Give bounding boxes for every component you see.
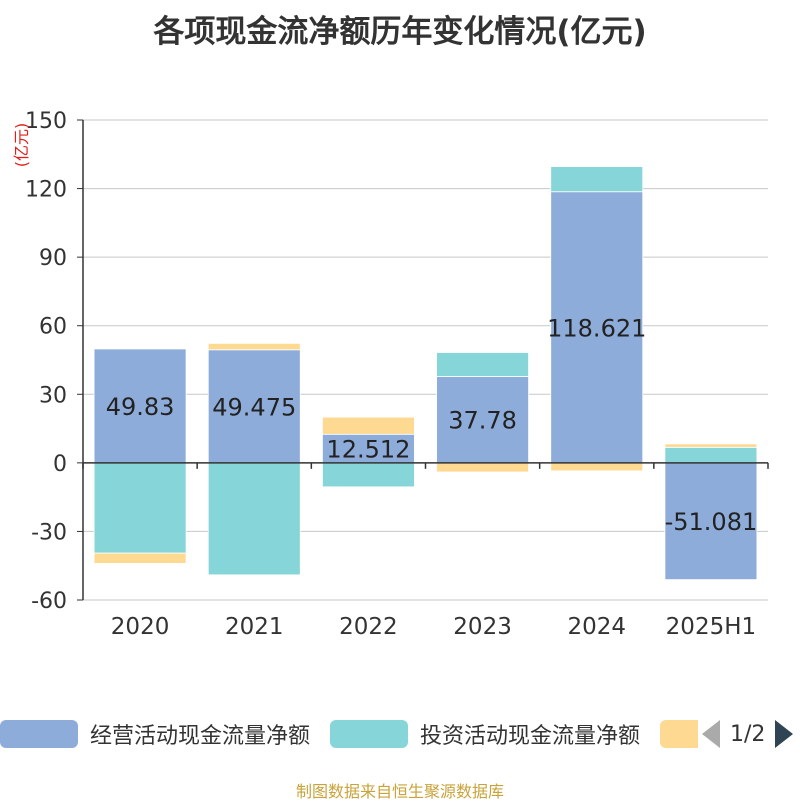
bar-2 (550, 166, 644, 193)
bar-2 (207, 462, 301, 576)
bar-2 (93, 462, 187, 554)
y-axis-label: (亿元) (12, 123, 31, 168)
source-footer: 制图数据来自恒生聚源数据库 (295, 782, 504, 801)
data-label: 49.83 (106, 393, 175, 421)
legend: 经营活动现金流量净额 投资活动现金流量净额 (0, 716, 800, 752)
x-tick-label: 2021 (225, 614, 284, 640)
y-tick-label: -60 (31, 589, 67, 614)
data-label: 12.512 (326, 436, 410, 464)
legend-label: 投资活动现金流量净额 (420, 724, 641, 749)
legend-item[interactable]: 投资活动现金流量净额 (330, 718, 640, 750)
y-tick-label: 30 (39, 383, 67, 408)
bar-3 (93, 552, 187, 564)
x-tick-label: 2020 (111, 614, 170, 640)
y-tick-label: 60 (39, 315, 67, 340)
bar-1 (664, 462, 758, 581)
bar-3 (322, 416, 415, 435)
pager-prev-icon[interactable] (702, 720, 720, 748)
chart-title: 各项现金流净额历年变化情况(亿元) (153, 14, 647, 50)
y-tick-label: 90 (39, 246, 67, 271)
bar-1 (322, 433, 415, 464)
legend-label: 经营活动现金流量净额 (90, 724, 311, 749)
bar-1 (436, 376, 529, 464)
x-tick-label: 2024 (567, 614, 626, 640)
x-tick-label: 2022 (339, 614, 398, 640)
x-tick-label: 2023 (453, 614, 512, 640)
data-label: 118.621 (547, 314, 646, 342)
bar-3 (207, 342, 301, 351)
bar-1 (93, 348, 187, 464)
bar-2 (436, 352, 529, 377)
data-label: 49.475 (212, 393, 296, 421)
pager-text: 1/2 (730, 721, 766, 747)
pager-next-icon[interactable] (775, 720, 794, 748)
y-tick-label: 120 (25, 178, 67, 203)
legend-swatch (330, 720, 409, 748)
data-label: 37.78 (448, 407, 517, 435)
y-tick-label: 150 (25, 109, 67, 134)
data-label: -51.081 (665, 508, 758, 536)
legend-item[interactable]: 经营活动现金流量净额 (0, 718, 310, 750)
bar-1 (550, 191, 644, 464)
y-tick-label: 0 (53, 452, 67, 477)
bar-2 (322, 462, 415, 488)
bar-3 (550, 462, 644, 472)
bar-1 (207, 349, 301, 464)
x-tick-label: 2025H1 (666, 614, 756, 640)
bar-3 (664, 443, 758, 448)
legend-swatch (0, 720, 78, 748)
bar-3 (436, 462, 529, 473)
bar-2 (664, 446, 758, 464)
y-tick-label: -30 (31, 520, 67, 545)
legend-pager: 1/2 (698, 716, 794, 752)
